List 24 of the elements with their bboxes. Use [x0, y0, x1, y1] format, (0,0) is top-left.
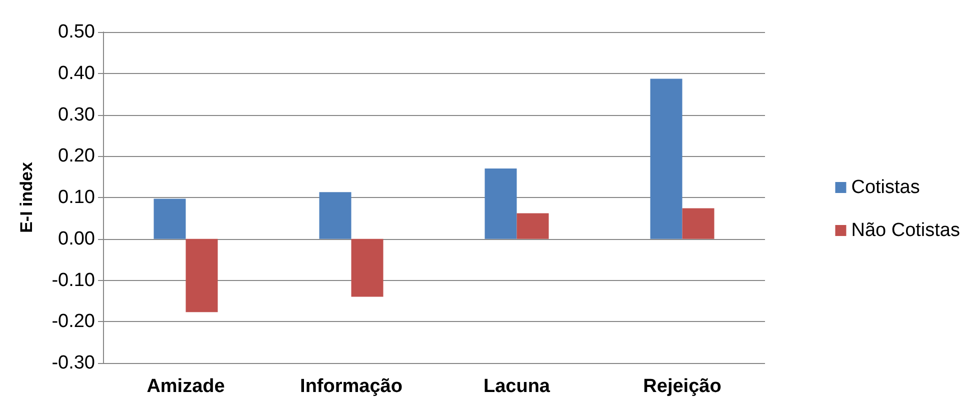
- y-tick-label: 0.10: [58, 187, 95, 208]
- y-tick-label: 0.00: [58, 228, 95, 250]
- x-tick-label: Lacuna: [483, 376, 550, 397]
- x-tick-label: Informação: [300, 376, 402, 397]
- bar: [186, 238, 218, 312]
- x-tick-label: Rejeição: [643, 376, 722, 397]
- bar: [516, 213, 549, 239]
- bar: [682, 208, 714, 239]
- x-tick-label: Amizade: [146, 376, 225, 397]
- y-axis-title: E-I index: [17, 162, 36, 233]
- bar: [484, 168, 517, 239]
- legend-label: Não Cotistas: [851, 220, 960, 241]
- bar: [154, 198, 186, 239]
- y-tick-label: -0.20: [52, 311, 95, 332]
- y-tick-label: 0.30: [58, 104, 95, 126]
- y-tick-label: -0.30: [52, 352, 95, 374]
- legend-label: Cotistas: [851, 177, 920, 198]
- bar: [319, 192, 352, 239]
- bar: [650, 78, 682, 239]
- y-tick-label: -0.10: [52, 270, 95, 291]
- bar: [351, 238, 384, 297]
- y-tick-label: 0.40: [58, 62, 95, 84]
- y-tick-label: 0.50: [58, 22, 95, 42]
- y-tick-label: 0.20: [58, 146, 95, 167]
